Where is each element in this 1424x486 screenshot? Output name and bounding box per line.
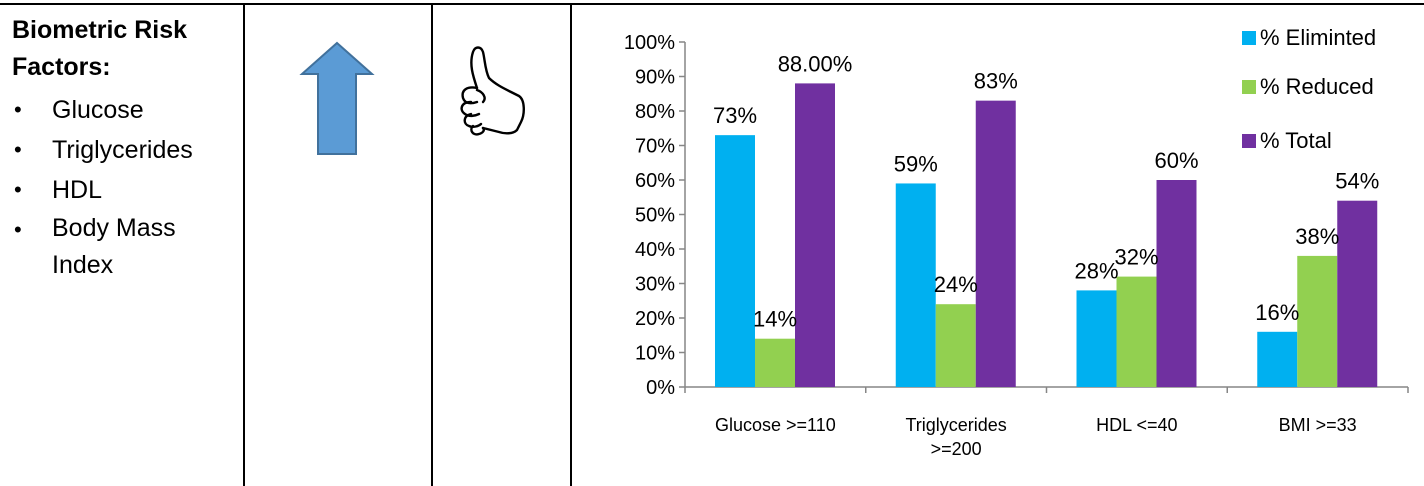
- table-top-border: [0, 3, 1424, 5]
- y-tick-label: 10%: [635, 343, 675, 365]
- bar-data-label: 32%: [1114, 245, 1158, 270]
- bar: [1257, 331, 1298, 387]
- bar-data-label: 59%: [894, 151, 938, 176]
- legend-swatch: [1242, 134, 1256, 148]
- thumbs-up-icon: [447, 40, 531, 145]
- y-tick-label: 70%: [635, 136, 675, 158]
- legend-entry: % Total: [1260, 128, 1332, 153]
- bar-data-label: 38%: [1295, 224, 1339, 249]
- bar: [1156, 180, 1197, 387]
- x-tick-label: Triglycerides >=200: [905, 415, 1006, 459]
- bar-data-label: 28%: [1074, 258, 1118, 283]
- list-item: Triglycerides: [12, 130, 237, 170]
- legend-swatch: [1242, 31, 1256, 45]
- bar: [1116, 276, 1157, 387]
- risk-factors-heading: Biometric Risk Factors:: [12, 12, 237, 86]
- bar-data-label: 83%: [974, 69, 1018, 94]
- list-item: HDL: [12, 170, 237, 210]
- chart-legend: % Eliminted % Reduced % Total: [1242, 25, 1376, 153]
- chart-data-labels: 73% 14% 88.00% 59% 24% 83% 28%32% 60% 16% 38% 54%: [713, 51, 1379, 331]
- legend-entry: % Eliminted: [1260, 25, 1376, 50]
- list-item-label: Glucose: [52, 96, 144, 124]
- bar: [975, 100, 1016, 388]
- bar: [895, 183, 936, 387]
- up-arrow-icon: [298, 40, 376, 163]
- bar-data-label: 60%: [1154, 148, 1198, 173]
- y-tick-label: 0%: [646, 377, 675, 399]
- bar: [1297, 255, 1338, 387]
- y-tick-label: 30%: [635, 274, 675, 296]
- bar: [755, 338, 795, 387]
- y-tick-label: 50%: [635, 205, 675, 227]
- list-item-label: HDL: [52, 176, 103, 204]
- risk-factors-cell: Biometric Risk Factors: Glucose Triglyce…: [12, 12, 237, 284]
- bar-data-label: 73%: [713, 103, 757, 128]
- x-tick-label: HDL <=40: [1096, 415, 1177, 435]
- x-tick-label: Glucose >=110: [715, 415, 836, 435]
- y-tick-label: 20%: [635, 308, 675, 330]
- column-divider-2: [431, 3, 433, 486]
- y-tick-label: 40%: [635, 239, 675, 261]
- chart-bars: [715, 83, 1378, 388]
- bar-data-label: 24%: [934, 272, 978, 297]
- bar-data-label: 54%: [1335, 169, 1379, 194]
- legend-swatch: [1242, 80, 1256, 94]
- chart-axes: 0% 10% 20% 30% 40% 50% 60% 70% 80% 90% 100% Glucose…: [624, 32, 1409, 459]
- bar: [935, 304, 976, 387]
- heading-line-2: Factors:: [12, 53, 111, 81]
- bar-data-label: 14%: [753, 307, 797, 332]
- y-tick-label: 60%: [635, 170, 675, 192]
- list-item-label: Body Mass Index: [52, 214, 176, 279]
- legend-entry: % Reduced: [1260, 74, 1374, 99]
- column-divider-3: [570, 3, 572, 486]
- bar: [715, 135, 755, 387]
- x-tick-label: BMI >=33: [1279, 415, 1357, 435]
- y-tick-label: 90%: [635, 67, 675, 89]
- bar-data-label: 16%: [1255, 300, 1299, 325]
- y-tick-label: 80%: [635, 101, 675, 123]
- heading-line-1: Biometric Risk: [12, 16, 188, 44]
- list-item-label: Triglycerides: [52, 136, 193, 164]
- bar: [1337, 200, 1378, 387]
- bar-data-label: 88.00%: [778, 51, 853, 76]
- list-item: Body Mass Index: [12, 210, 237, 284]
- bar: [1076, 290, 1117, 387]
- column-divider-1: [243, 3, 245, 486]
- bar: [795, 83, 835, 388]
- risk-reduction-bar-chart: 0% 10% 20% 30% 40% 50% 60% 70% 80% 90% 100% Glucose…: [624, 25, 1409, 459]
- y-tick-label: 100%: [624, 32, 675, 54]
- risk-factor-list: Glucose Triglycerides HDL Body Mass Inde…: [12, 90, 237, 284]
- list-item: Glucose: [12, 90, 237, 130]
